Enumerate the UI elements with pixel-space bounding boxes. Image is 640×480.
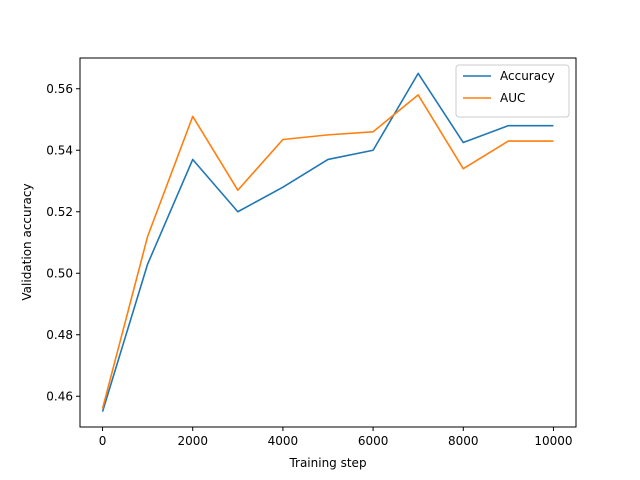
legend-label: Accuracy [500,69,555,83]
y-tick-label: 0.52 [46,205,73,219]
x-tick-label: 4000 [268,434,299,448]
legend: Accuracy AUC [455,64,570,118]
x-tick-label: 8000 [448,434,479,448]
y-tick-label: 0.56 [46,82,73,96]
legend-box [455,64,570,118]
plot-frame [79,57,577,428]
series-line-accuracy [101,72,554,412]
y-axis: 0.46 0.48 0.50 0.52 0.54 0.56 [46,82,80,403]
y-axis-label: Validation accuracy [20,183,34,300]
x-axis: 0 2000 4000 6000 8000 10000 [99,427,573,448]
x-tick-label: 10000 [534,434,572,448]
y-tick-label: 0.46 [46,389,73,403]
x-tick-label: 6000 [358,434,389,448]
series-layer [101,72,554,412]
y-tick-label: 0.50 [46,266,73,280]
y-tick-label: 0.48 [46,328,73,342]
y-tick-label: 0.54 [46,143,73,157]
x-tick-label: 2000 [177,434,208,448]
plot-area [80,58,576,427]
x-tick-label: 0 [99,434,107,448]
x-axis-label: Training step [288,456,366,470]
legend-label: AUC [500,91,525,105]
series-line-auc [101,94,554,409]
